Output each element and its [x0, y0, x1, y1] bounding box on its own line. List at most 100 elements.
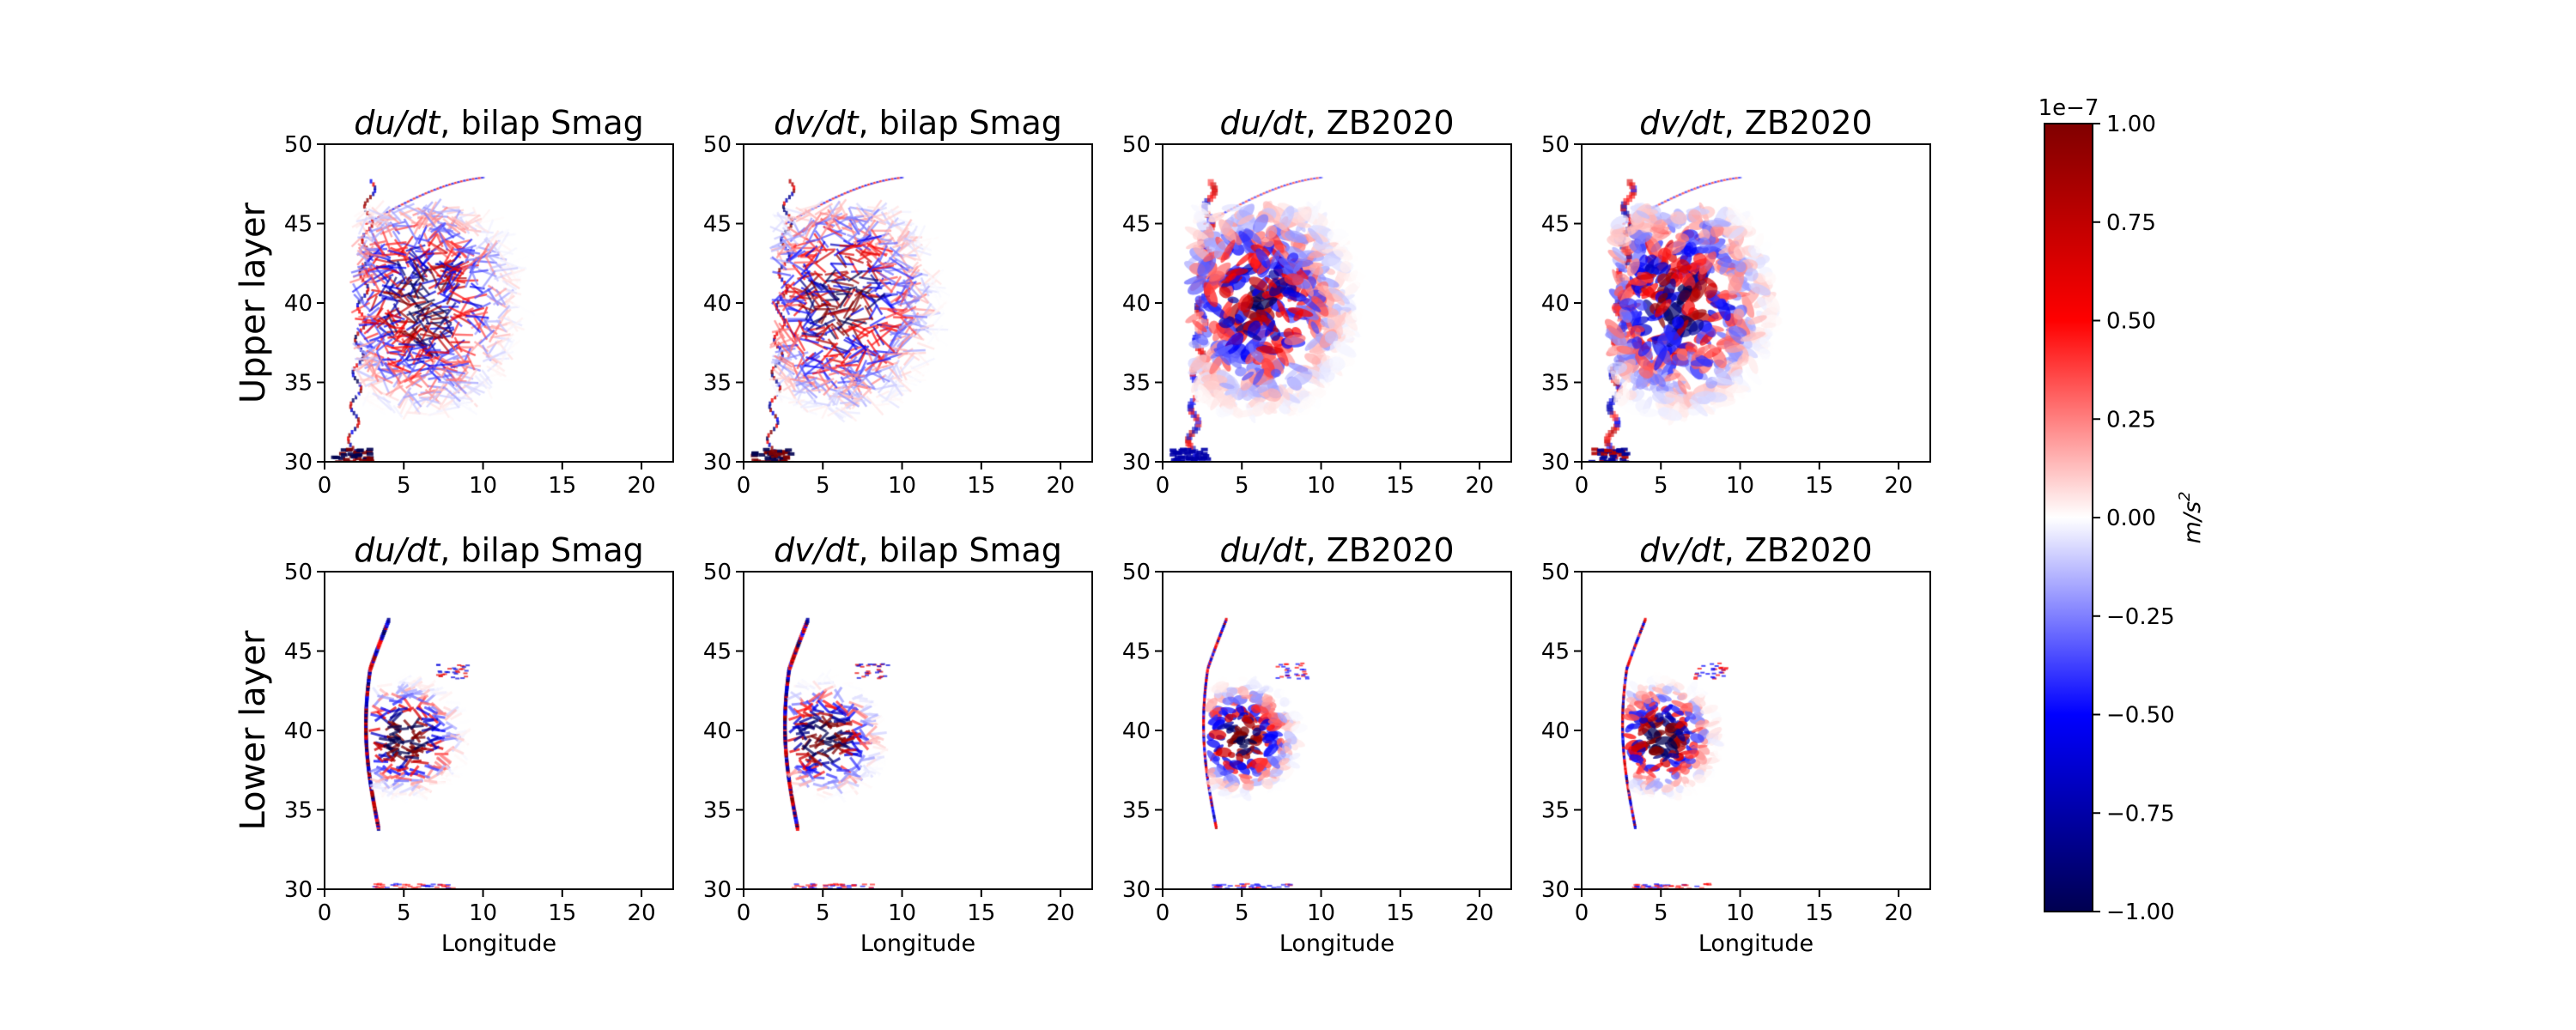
panel-title-rest: , ZB2020 [1306, 104, 1455, 142]
y-tick-label: 40 [703, 291, 732, 317]
y-tick-label: 30 [1541, 450, 1570, 476]
x-tick-label: 0 [318, 900, 332, 926]
y-tick-label: 45 [1122, 639, 1151, 665]
y-tick-label: 40 [703, 718, 732, 744]
colorbar-tick-label: −0.50 [2106, 703, 2175, 729]
x-tick-label: 10 [469, 473, 497, 499]
colorbar-label-base: m/s [2179, 501, 2206, 543]
panel-p13: dv/dt, ZB2020 0 5 10 15 20 30 35 40 45 50 Longitude [1541, 531, 1931, 957]
panel-p00: du/dt, bilap Smag 0 5 10 15 20 30 35 40 45 50 [284, 104, 674, 499]
x-tick-label: 10 [1307, 473, 1335, 499]
x-tick-label: 20 [1885, 473, 1913, 499]
heatmap-field-p02 [1163, 144, 1511, 462]
x-tick-label: 0 [1156, 473, 1170, 499]
y-tick-label: 35 [284, 798, 313, 824]
heatmap-field-p11 [744, 572, 1092, 889]
x-tick-label: 0 [1575, 473, 1589, 499]
panel-title-var: dv/dt [774, 531, 860, 569]
x-tick-label: 5 [1235, 900, 1249, 926]
row-label-upper: Upper layer [234, 202, 273, 403]
y-tick-label: 35 [703, 371, 732, 397]
x-tick-label: 0 [1575, 900, 1589, 926]
panel-title-var: du/dt [354, 531, 441, 569]
x-tick-label: 20 [1047, 900, 1075, 926]
x-tick-label: 15 [1386, 473, 1414, 499]
panel-title-rest: , bilap Smag [440, 531, 643, 569]
y-tick-label: 40 [1122, 718, 1151, 744]
panel-title-var: dv/dt [1639, 531, 1726, 569]
x-tick-label: 20 [1047, 473, 1075, 499]
panel-p11: dv/dt, bilap Smag 0 5 10 15 20 30 35 40 45 50 Longi… [703, 531, 1093, 957]
row-label-lower: Lower layer [234, 630, 273, 830]
colorbar: 1.00 0.75 0.50 0.25 0.00 −0.25 −0.50 −0.75 −1.00… [2038, 95, 2206, 925]
x-tick-label: 15 [967, 900, 995, 926]
colorbar-tick-label: 0.25 [2106, 407, 2156, 433]
y-tick-label: 45 [1541, 639, 1570, 665]
y-tick-label: 35 [1541, 798, 1570, 824]
colorbar-label-sup: 2 [2176, 492, 2194, 501]
x-tick-label: 10 [469, 900, 497, 926]
x-tick-label: 20 [1466, 473, 1494, 499]
y-tick-label: 50 [703, 560, 732, 585]
y-tick-label: 40 [284, 291, 313, 317]
y-tick-label: 30 [703, 450, 732, 476]
heatmap-field-p13 [1582, 572, 1930, 889]
x-tick-label: 10 [888, 900, 916, 926]
y-tick-label: 30 [1122, 877, 1151, 903]
x-tick-label: 10 [1726, 473, 1754, 499]
y-tick-label: 30 [284, 877, 313, 903]
panel-title-var: dv/dt [1639, 104, 1726, 142]
panel-title-rest: , ZB2020 [1724, 104, 1873, 142]
y-tick-label: 40 [1122, 291, 1151, 317]
panel-p02: du/dt, ZB2020 0 5 10 15 20 30 35 40 45 50 [1122, 104, 1512, 499]
panel-title-p00: du/dt, bilap Smag [354, 104, 643, 142]
x-tick-label: 5 [1654, 473, 1668, 499]
x-tick-label: 20 [1885, 900, 1913, 926]
colorbar-label: m/s2 [2176, 492, 2206, 544]
heatmap-field-p00 [325, 144, 673, 462]
y-tick-label: 50 [284, 132, 313, 158]
y-tick-label: 45 [1122, 212, 1151, 238]
colorbar-gradient [2044, 124, 2093, 912]
y-tick-label: 30 [1541, 877, 1570, 903]
panel-title-p03: dv/dt, ZB2020 [1639, 104, 1872, 142]
y-tick-label: 35 [1541, 371, 1570, 397]
panel-p12: du/dt, ZB2020 0 5 10 15 20 30 35 40 45 50 Longitude [1122, 531, 1512, 957]
y-tick-label: 30 [1122, 450, 1151, 476]
x-tick-label: 15 [548, 473, 576, 499]
x-tick-label: 0 [318, 473, 332, 499]
panel-title-p10: du/dt, bilap Smag [354, 531, 643, 569]
panel-title-var: du/dt [1220, 531, 1308, 569]
y-tick-label: 50 [1122, 132, 1151, 158]
x-tick-label: 15 [548, 900, 576, 926]
panel-title-var: du/dt [1220, 104, 1308, 142]
y-tick-label: 50 [284, 560, 313, 585]
panel-title-p02: du/dt, ZB2020 [1220, 104, 1455, 142]
heatmap-field-p10 [325, 572, 673, 889]
x-tick-label: 0 [1156, 900, 1170, 926]
y-tick-label: 50 [1541, 132, 1570, 158]
y-tick-label: 35 [1122, 371, 1151, 397]
x-tick-label: 5 [1654, 900, 1668, 926]
y-tick-label: 35 [703, 798, 732, 824]
x-tick-label: 15 [1805, 473, 1833, 499]
x-tick-label: 0 [737, 900, 751, 926]
panel-p01: dv/dt, bilap Smag 0 5 10 15 20 30 35 40 45 50 [703, 104, 1093, 499]
panel-title-rest: , bilap Smag [440, 104, 643, 142]
x-tick-label: 10 [1726, 900, 1754, 926]
y-tick-label: 30 [703, 877, 732, 903]
y-tick-label: 40 [1541, 291, 1570, 317]
panel-p10: du/dt, bilap Smag 0 5 10 15 20 30 35 40 45 50 Longi… [284, 531, 674, 957]
colorbar-tick-label: −0.25 [2106, 604, 2175, 630]
colorbar-tick-label: −1.00 [2106, 900, 2175, 925]
y-tick-label: 30 [284, 450, 313, 476]
heatmap-field-p01 [744, 144, 1092, 462]
x-tick-label: 20 [1466, 900, 1494, 926]
panel-title-p11: dv/dt, bilap Smag [774, 531, 1062, 569]
y-tick-label: 35 [1122, 798, 1151, 824]
x-tick-label: 5 [397, 900, 411, 926]
x-axis-label: Longitude [441, 930, 556, 957]
y-tick-label: 40 [1541, 718, 1570, 744]
